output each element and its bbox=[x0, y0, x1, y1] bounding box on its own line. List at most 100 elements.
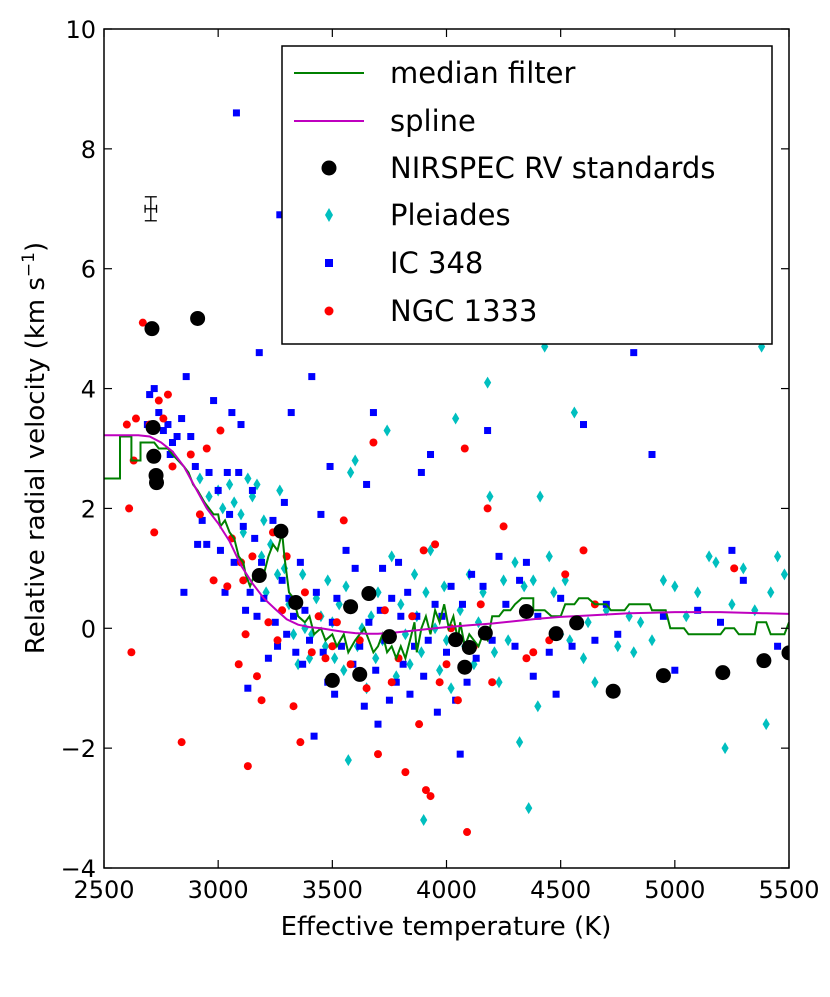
ngc1333-point bbox=[154, 396, 163, 405]
ic348-point bbox=[290, 612, 298, 620]
legend-ic348-label: IC 348 bbox=[390, 246, 483, 280]
x-axis-label: Effective temperature (K) bbox=[281, 912, 612, 942]
ic348-point bbox=[205, 468, 213, 476]
pleiades-point bbox=[225, 478, 234, 491]
ic348-point bbox=[169, 439, 176, 447]
ic348-point bbox=[356, 642, 364, 650]
ic348-point bbox=[146, 391, 154, 399]
ngc1333-point bbox=[529, 648, 538, 657]
y-tick-label: 2 bbox=[81, 495, 96, 523]
ngc1333-point bbox=[435, 678, 444, 687]
ic348-point bbox=[671, 666, 679, 674]
standards-point bbox=[190, 310, 206, 326]
ngc1333-point bbox=[421, 786, 430, 795]
ngc1333-point bbox=[234, 660, 243, 669]
ngc1333-point bbox=[332, 618, 341, 627]
ic348-point bbox=[529, 672, 537, 680]
ngc1333-point bbox=[579, 546, 588, 555]
ngc1333-point bbox=[499, 522, 508, 531]
ic348-point bbox=[326, 462, 334, 470]
pleiades-point bbox=[570, 406, 578, 419]
ic348-point bbox=[411, 642, 419, 650]
ic348-point bbox=[269, 516, 277, 524]
ngc1333-point bbox=[426, 792, 435, 801]
pleiades-point bbox=[767, 586, 775, 599]
pleiades-point bbox=[219, 502, 227, 515]
pleiades-point bbox=[484, 376, 492, 389]
ngc1333-point bbox=[369, 438, 378, 447]
ngc1333-point bbox=[460, 444, 469, 453]
ic348-point bbox=[417, 468, 425, 476]
legend-box bbox=[281, 45, 773, 345]
ic348-point bbox=[296, 558, 304, 566]
ngc1333-point bbox=[431, 540, 440, 549]
ic348-point bbox=[319, 648, 327, 656]
ngc1333-point bbox=[296, 738, 305, 747]
ic348-point bbox=[447, 582, 455, 590]
y-tick-label: 8 bbox=[81, 136, 96, 164]
pleiades-point bbox=[347, 466, 355, 479]
ic348-point bbox=[198, 516, 206, 524]
ic348-point bbox=[194, 540, 202, 548]
ngc1333-point bbox=[362, 684, 371, 693]
ngc1333-point bbox=[177, 738, 186, 747]
ngc1333-point bbox=[463, 828, 472, 837]
standards-point bbox=[477, 625, 493, 641]
ic348-point bbox=[424, 636, 432, 644]
ngc1333-point bbox=[730, 564, 739, 573]
ic348-point bbox=[312, 588, 320, 596]
ic348-point bbox=[210, 397, 218, 405]
ic348-point bbox=[431, 600, 439, 608]
ic348-point bbox=[468, 570, 476, 578]
ic348-point bbox=[232, 109, 240, 117]
y-tick-label: 6 bbox=[81, 256, 96, 284]
pleiades-point bbox=[367, 610, 375, 623]
pleiades-point bbox=[388, 550, 396, 563]
pleiades-point bbox=[267, 538, 275, 551]
ic348-point bbox=[395, 558, 403, 566]
pleiades-point bbox=[648, 634, 656, 647]
ic348-point bbox=[443, 648, 450, 656]
ic348-point bbox=[404, 588, 412, 596]
pleiades-point bbox=[495, 676, 503, 689]
ic348-point bbox=[484, 427, 492, 435]
pleiades-point bbox=[299, 568, 307, 581]
ic348-point bbox=[456, 750, 464, 758]
ic348-point bbox=[276, 211, 284, 219]
standards-point bbox=[361, 586, 377, 602]
ic348-point bbox=[278, 576, 286, 584]
pleiades-point bbox=[312, 592, 320, 605]
pleiades-point bbox=[515, 736, 524, 749]
pleiades-point bbox=[440, 580, 448, 593]
pleiades-point bbox=[331, 652, 339, 665]
ngc1333-point bbox=[202, 444, 211, 453]
pleiades-point bbox=[780, 568, 789, 581]
ic348-point bbox=[180, 588, 188, 596]
ic348-point bbox=[363, 480, 371, 488]
pleiades-point bbox=[773, 550, 782, 563]
ngc1333-point bbox=[257, 696, 266, 705]
ic348-point bbox=[223, 468, 231, 476]
standards-point bbox=[756, 653, 772, 669]
pleiades-point bbox=[712, 556, 720, 569]
legend-ngc1333-label: NGC 1333 bbox=[390, 294, 537, 328]
legend-ic348-marker bbox=[325, 259, 333, 267]
ic348-point bbox=[648, 450, 656, 458]
pleiades-point bbox=[659, 574, 668, 587]
ic348-point bbox=[214, 486, 222, 494]
ic348-point bbox=[187, 433, 195, 441]
ngc1333-point bbox=[522, 654, 531, 663]
standards-point bbox=[548, 626, 564, 642]
ic348-point bbox=[717, 618, 724, 626]
ic348-point bbox=[264, 654, 272, 662]
pleiades-point bbox=[422, 586, 430, 599]
ic348-point bbox=[258, 558, 266, 566]
legend-standards-marker bbox=[321, 160, 337, 176]
pleiades-point bbox=[244, 472, 252, 485]
legend-spline-label: spline bbox=[390, 104, 476, 138]
ic348-point bbox=[406, 690, 414, 698]
ngc1333-point bbox=[127, 648, 136, 657]
pleiades-point bbox=[262, 586, 270, 599]
pleiades-point bbox=[499, 574, 508, 587]
ngc1333-point bbox=[125, 504, 134, 513]
